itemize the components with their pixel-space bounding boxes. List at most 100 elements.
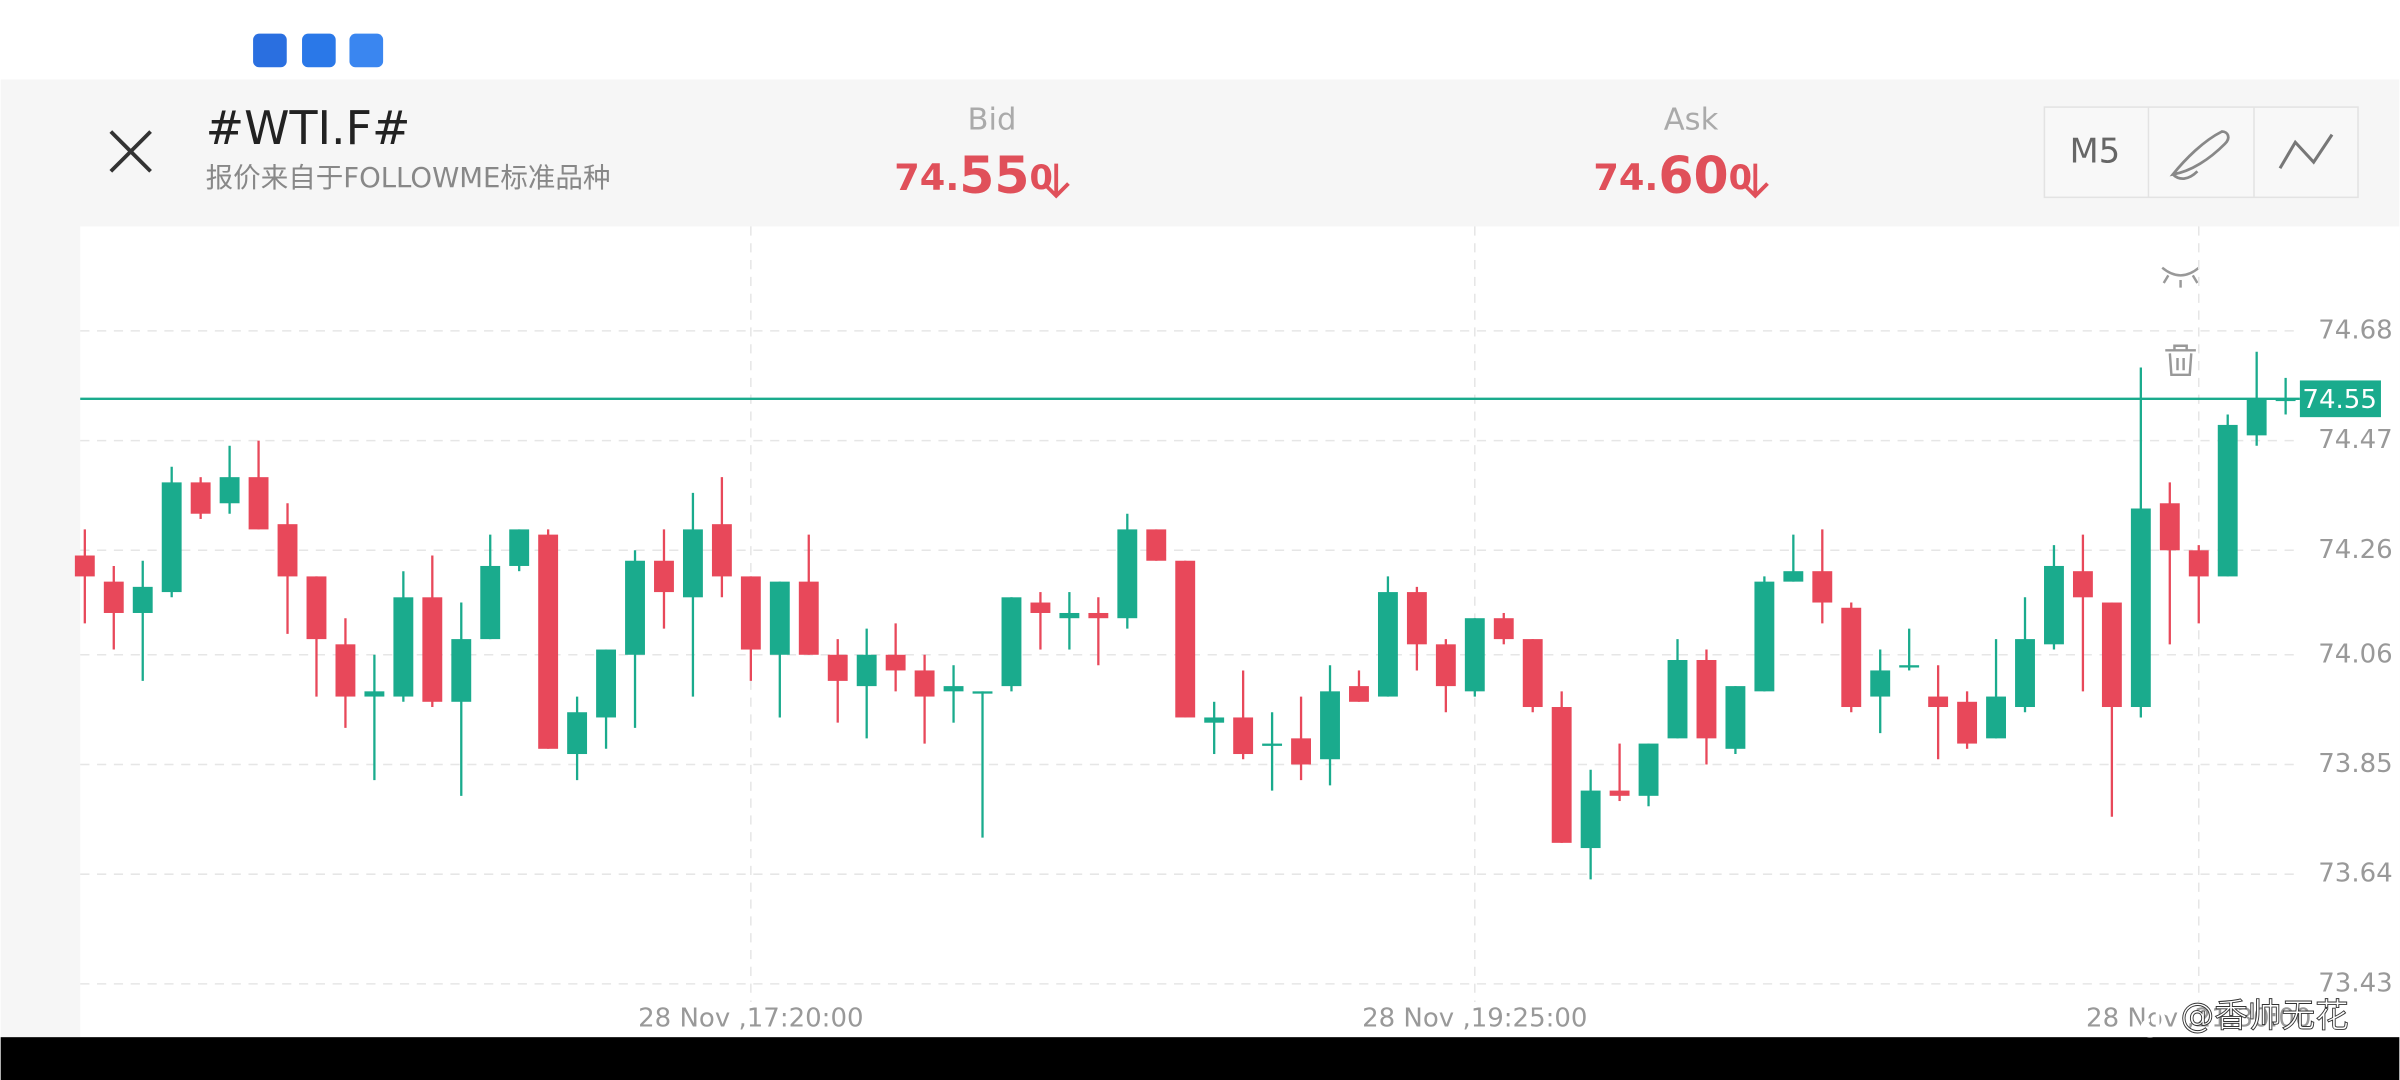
- candle-body: [740, 576, 761, 650]
- candle-body: [1349, 686, 1369, 702]
- bid-big: 55: [959, 145, 1029, 204]
- candle-body: [1899, 665, 1920, 668]
- candle-body: [1088, 612, 1109, 619]
- candle-body: [509, 529, 530, 566]
- candle-body: [74, 555, 95, 577]
- candle-body: [480, 565, 501, 640]
- candle-body: [1175, 560, 1196, 718]
- candle-body: [1754, 581, 1775, 692]
- ask-price: 74.600: [1593, 145, 1752, 204]
- bid-label: Bid: [968, 102, 1017, 137]
- ask-prefix: 74.: [1593, 155, 1658, 198]
- watermark: @香帅无花: [2181, 996, 2349, 1035]
- candle-body: [1696, 659, 1717, 739]
- candle-body: [1464, 618, 1485, 692]
- symbol-subtitle: 报价来自于FOLLOWME标准品种: [206, 162, 611, 194]
- candle-body: [335, 644, 356, 697]
- candle-body: [248, 477, 269, 530]
- status-bar: [0, 0, 2400, 80]
- candle-body: [943, 686, 964, 692]
- candle-body: [885, 654, 906, 671]
- candle-body: [161, 482, 182, 593]
- candle-body: [1841, 607, 1862, 708]
- candle-body: [2130, 508, 2151, 708]
- candle-body: [2101, 602, 2122, 708]
- y-tick-label: 73.43: [2318, 968, 2392, 998]
- candle-body: [1522, 639, 1543, 708]
- candle-body: [2246, 398, 2267, 436]
- x-tick-label: 28 Nov ,19:25:00: [1362, 1003, 1587, 1033]
- candle-body: [567, 712, 588, 755]
- candle-body: [538, 534, 559, 749]
- candle-body: [1233, 717, 1254, 755]
- candle-body: [1377, 592, 1398, 697]
- indicator-button[interactable]: [2278, 133, 2334, 170]
- candle-body: [219, 477, 240, 504]
- candle-body: [1406, 592, 1427, 645]
- candle-body: [306, 576, 327, 640]
- candle-body: [682, 529, 703, 598]
- candle-body: [1725, 686, 1746, 749]
- bid-price: 74.550: [894, 145, 1053, 204]
- candle-body: [1957, 701, 1978, 744]
- candle-body: [1030, 602, 1051, 613]
- candle-body: [1001, 597, 1022, 687]
- candle-body: [1638, 743, 1659, 796]
- delete-icon[interactable]: [2165, 344, 2196, 377]
- candle-body: [1551, 707, 1572, 843]
- candle-body: [1204, 717, 1225, 723]
- chart-area: [80, 226, 2400, 1038]
- close-button[interactable]: [109, 130, 152, 173]
- y-tick-label: 74.47: [2318, 425, 2392, 455]
- candle-body: [1812, 571, 1833, 603]
- candle-body: [856, 654, 877, 687]
- ask-down-arrow: [1741, 163, 1769, 199]
- draw-tool-button[interactable]: [2169, 130, 2230, 180]
- candle-body: [393, 597, 414, 697]
- candle-body: [2159, 503, 2180, 551]
- x-tick-label: 28 Nov ,17:20:00: [638, 1003, 863, 1033]
- candle-body: [1986, 696, 2006, 739]
- hide-icon[interactable]: [2161, 266, 2200, 288]
- period-button[interactable]: M5: [2070, 131, 2120, 170]
- candle-body: [364, 691, 385, 697]
- symbol-title: #WTI.F#: [206, 101, 411, 155]
- candle-body: [1146, 529, 1167, 561]
- candle-body: [1059, 612, 1080, 619]
- current-price-label: 74.55: [2302, 385, 2376, 415]
- candle-body: [1117, 529, 1138, 619]
- current-price-tag: [2299, 380, 2381, 418]
- candle-body: [711, 524, 732, 577]
- candle-body: [1609, 790, 1630, 796]
- candle-body: [277, 524, 298, 577]
- candle-body: [1667, 659, 1688, 739]
- candle-body: [798, 581, 819, 655]
- navigation-bar: [0, 1037, 2400, 1080]
- candle-body: [596, 649, 617, 718]
- candle-body: [1493, 618, 1514, 640]
- y-tick-label: 74.06: [2318, 639, 2392, 669]
- candle-body: [2015, 639, 2035, 708]
- candle-body: [654, 560, 674, 593]
- candle-body: [2072, 571, 2093, 598]
- candle-body: [914, 670, 935, 697]
- candle-body: [769, 581, 790, 655]
- ask-label: Ask: [1664, 102, 1719, 137]
- bid-down-arrow: [1042, 163, 1070, 199]
- candle-body: [1262, 743, 1283, 746]
- y-tick-label: 74.68: [2318, 315, 2392, 345]
- candle-body: [1580, 790, 1601, 849]
- candle-body: [2188, 550, 2209, 577]
- candle-body: [132, 586, 153, 613]
- candle-body: [2044, 565, 2064, 645]
- candle-body: [190, 482, 211, 514]
- candle-body: [1291, 738, 1311, 765]
- candle-body: [1870, 670, 1891, 697]
- candle-body: [625, 560, 645, 655]
- y-tick-label: 73.64: [2318, 859, 2392, 889]
- status-icon: [349, 33, 384, 68]
- candle-body: [422, 597, 443, 702]
- status-icon: [253, 33, 287, 68]
